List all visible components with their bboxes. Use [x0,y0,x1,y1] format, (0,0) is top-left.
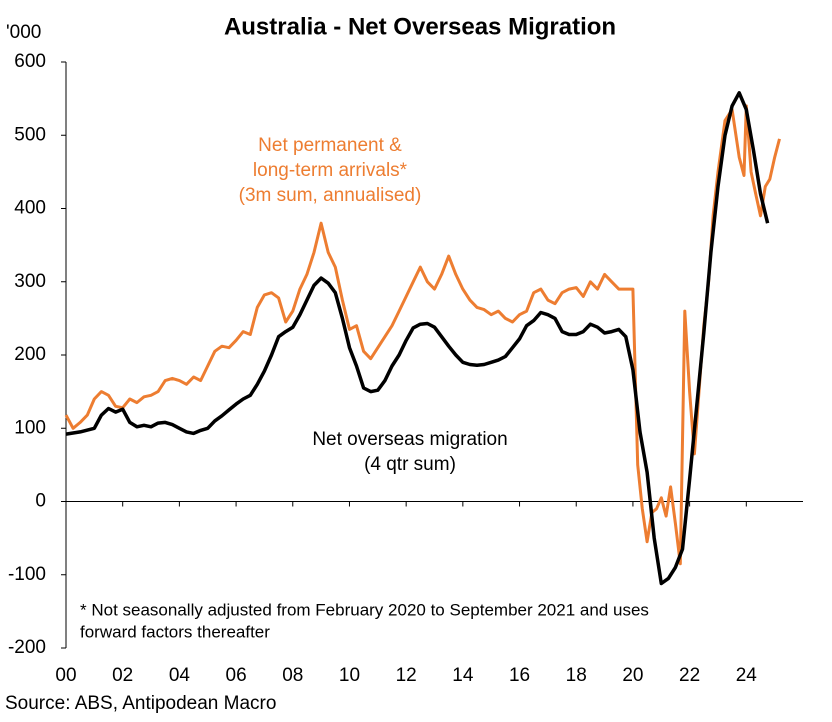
x-tick-label: 20 [622,665,643,686]
y-tick-label: -100 [8,564,46,585]
x-tick-label: 08 [282,665,303,686]
x-tick-label: 10 [339,665,360,686]
y-tick-label: 600 [14,51,46,72]
x-tick-label: 04 [169,665,191,686]
annotation: Net overseas migration [312,429,507,450]
annotation: (4 qtr sum) [364,454,456,475]
series-line [64,104,781,566]
series-line [65,91,770,586]
annotation: Net permanent & [258,135,402,156]
y-tick-label: 400 [14,198,46,219]
y-tick-label: -200 [8,637,46,658]
chart-title: Australia - Net Overseas Migration [224,13,616,40]
footnote: forward factors thereafter [80,622,270,641]
x-tick-label: 14 [452,665,474,686]
x-tick-label: 06 [226,665,247,686]
x-tick-label: 00 [55,665,76,686]
x-tick-label: 22 [679,665,700,686]
y-tick-label: 0 [35,491,46,512]
y-unit-label: '000 [6,22,41,43]
source: Source: ABS, Antipodean Macro [5,693,276,714]
y-tick-label: 100 [14,417,46,438]
x-tick-label: 16 [509,665,530,686]
annotation: long-term arrivals* [253,160,408,181]
x-tick-label: 18 [566,665,587,686]
y-tick-label: 300 [14,271,46,292]
x-tick-label: 12 [396,665,417,686]
x-tick-label: 02 [112,665,133,686]
footnote: * Not seasonally adjusted from February … [80,600,649,619]
y-tick-label: 500 [14,124,46,145]
annotation: (3m sum, annualised) [239,185,422,206]
y-tick-label: 200 [14,344,46,365]
x-tick-label: 24 [736,665,758,686]
